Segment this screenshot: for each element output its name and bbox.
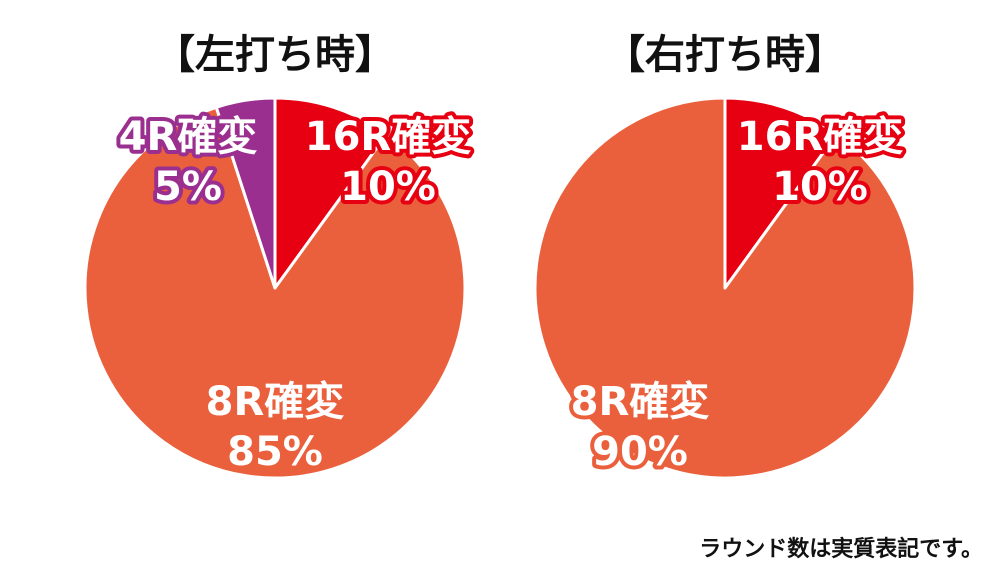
- left-slice-value-label: 85%: [227, 429, 323, 475]
- right-slice-category-label: 8R確変: [571, 379, 710, 425]
- left-slice-category-label: 4R確変: [119, 114, 258, 160]
- right-slice-value-label: 10%: [772, 164, 868, 210]
- left-pie-slice-16r: [273, 96, 389, 290]
- right-pie-slice-8r: [533, 96, 917, 480]
- left-pie-slice-8r: [83, 105, 467, 480]
- right-pie-slice-16r: [723, 96, 839, 290]
- right-pie-slices: [533, 96, 917, 480]
- left-slice-value-label: 10%: [340, 164, 436, 210]
- right-slice-category-label: 16R確変: [737, 114, 903, 160]
- left-slice-value-label: 5%: [154, 164, 222, 210]
- left-pie-slices: [83, 96, 467, 480]
- left-slice-category-label: 16R確変: [305, 114, 471, 160]
- left-pie-slice-4r: [214, 96, 277, 290]
- left-chart-title: 【左打ち時】: [155, 32, 395, 78]
- right-chart-title: 【右打ち時】: [605, 32, 845, 78]
- footnote-text: ラウンド数は実質表記です。: [699, 536, 983, 562]
- right-slice-value-label: 90%: [592, 429, 688, 475]
- left-slice-category-label: 8R確変: [206, 379, 345, 425]
